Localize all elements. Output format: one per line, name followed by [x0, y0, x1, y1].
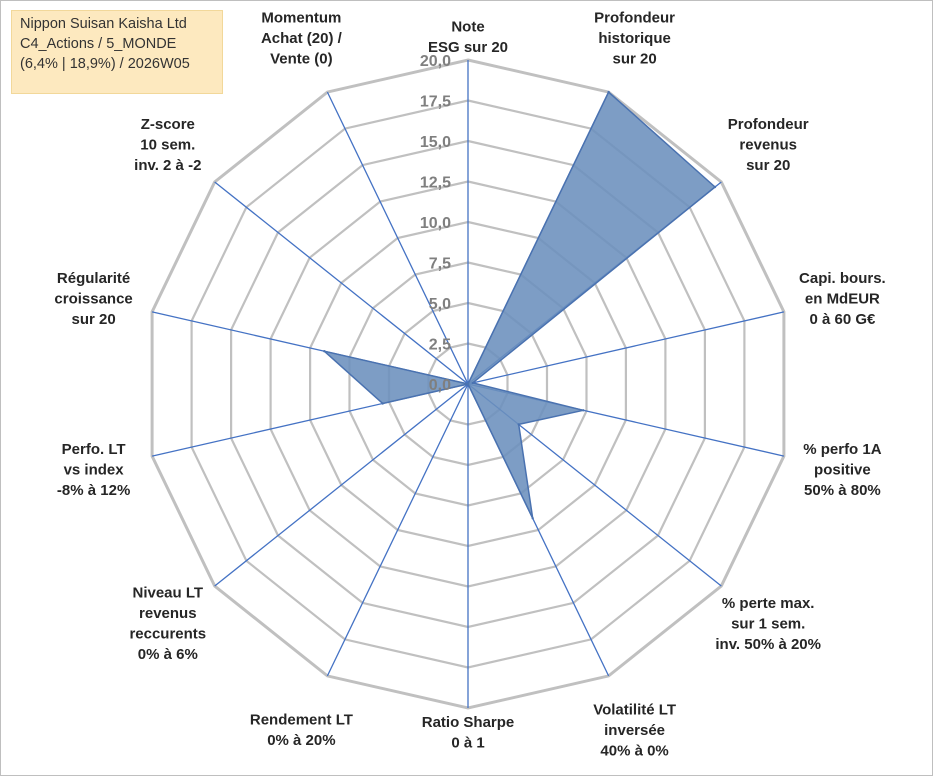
axis-label-line: Perfo. LT: [62, 441, 126, 458]
axis-label-3: Capi. bours. en MdEUR 0 à 60 G€: [799, 270, 886, 328]
axis-label-line: Capi. bours.: [799, 270, 886, 287]
spoke: [467, 311, 785, 385]
tick-label: 15,0: [420, 134, 451, 151]
axis-label-5: % perte max. sur 1 sem. inv. 50% à 20%: [715, 595, 821, 653]
axis-label-7: Ratio Sharpe 0 à 1: [422, 714, 515, 752]
axis-label-line: 40% à 0%: [600, 743, 668, 760]
spoke: [214, 383, 469, 587]
axis-label-line: Momentum: [261, 10, 341, 27]
axis-label-line: Rendement LT: [250, 712, 353, 729]
axis-label-line: Profondeur: [728, 116, 809, 133]
tick-label: 7,5: [429, 256, 451, 273]
axis-label-line: sur 20: [746, 157, 790, 174]
axis-label-line: 0% à 6%: [138, 646, 198, 663]
axis-label-12: Z-score 10 sem. inv. 2 à -2: [134, 116, 201, 174]
tick-labels: 0,0 2,5 5,0 7,5 10,0 12,5 15,0 17,5 20,0: [420, 53, 451, 394]
axis-label-line: inv. 2 à -2: [134, 157, 201, 174]
axis-label-line: 50% à 80%: [804, 482, 881, 499]
axis-label-line: croissance: [54, 291, 132, 308]
axis-label-line: % perfo 1A: [803, 441, 882, 458]
axis-label-9: Niveau LT revenus reccurents 0% à 6%: [129, 585, 206, 664]
axis-label-line: 0 à 1: [451, 735, 484, 752]
data-points: [323, 90, 717, 520]
axis-label-line: % perte max.: [722, 595, 815, 612]
data-point: [517, 423, 520, 426]
data-point: [582, 409, 585, 412]
data-point: [471, 381, 474, 385]
tick-label: 5,0: [429, 296, 451, 313]
axis-label-line: revenus: [139, 605, 197, 622]
axis-label-line: Ratio Sharpe: [422, 714, 515, 731]
axis-label-line: sur 20: [71, 311, 115, 328]
axis-label-6: Volatilité LT inversée 40% à 0%: [593, 702, 676, 760]
spoke: [214, 181, 469, 385]
info-box: Nippon Suisan Kaisha Ltd C4_Actions / 5_…: [11, 10, 223, 94]
axis-label-line: historique: [598, 30, 671, 47]
axis-label-line: en MdEUR: [805, 291, 880, 308]
axis-labels: Note ESG sur 20 Profondeur historique sur 20…: [54, 10, 885, 760]
data-point: [713, 185, 717, 189]
tick-label: 10,0: [420, 215, 451, 232]
axis-label-line: sur 1 sem.: [731, 615, 805, 632]
axis-label-4: % perfo 1A positive 50% à 80%: [803, 441, 882, 499]
series-area: [323, 91, 716, 520]
tick-label: 20,0: [420, 53, 451, 70]
axis-label-2: Profondeur revenus sur 20: [728, 116, 809, 174]
axis-label-line: inversée: [604, 722, 665, 739]
spoke: [326, 91, 469, 385]
data-point: [323, 350, 326, 353]
axis-label-line: -8% à 12%: [57, 482, 130, 499]
axis-label-0: Note ESG sur 20: [428, 19, 508, 57]
axis-label-line: Z-score: [141, 116, 195, 133]
axis-label-line: 10 sem.: [140, 137, 195, 154]
axis-label-line: inv. 50% à 20%: [715, 636, 821, 653]
info-company-name: Nippon Suisan Kaisha Ltd: [20, 16, 187, 32]
axis-label-line: positive: [814, 461, 871, 478]
axis-label-line: 0 à 60 G€: [809, 311, 876, 328]
axis-label-line: revenus: [739, 137, 797, 154]
axis-label-line: Régularité: [57, 270, 130, 287]
data-point: [607, 90, 610, 94]
tick-label: 12,5: [420, 175, 451, 192]
axis-label-10: Perfo. LT vs index -8% à 12%: [57, 441, 130, 499]
data-point: [466, 382, 470, 386]
data-point: [531, 517, 534, 520]
axis-label-line: Achat (20) /: [261, 30, 343, 47]
axis-label-line: Niveau LT: [133, 585, 204, 602]
info-stats: (6,4% | 18,9%) / 2026W05: [20, 56, 190, 72]
axis-label-line: vs index: [64, 461, 125, 478]
axis-label-line: ESG sur 20: [428, 39, 508, 56]
info-portfolio: C4_Actions / 5_MONDE: [20, 36, 177, 52]
axis-label-8: Rendement LT 0% à 20%: [250, 712, 353, 750]
axis-label-line: 0% à 20%: [267, 732, 335, 749]
axis-label-line: Vente (0): [270, 51, 333, 68]
axis-label-line: sur 20: [612, 51, 656, 68]
axis-label-line: Volatilité LT: [593, 702, 676, 719]
tick-label: 2,5: [429, 337, 451, 354]
axis-label-line: Note: [451, 19, 484, 36]
data-point: [381, 402, 384, 405]
axis-label-line: reccurents: [129, 626, 206, 643]
axis-label-13: Momentum Achat (20) / Vente (0): [261, 10, 343, 68]
axis-label-line: Profondeur: [594, 10, 675, 27]
axis-label-1: Profondeur historique sur 20: [594, 10, 675, 68]
tick-label: 17,5: [420, 94, 451, 111]
tick-label: 0,0: [429, 377, 451, 394]
axis-label-11: Régularité croissance sur 20: [54, 270, 132, 328]
spoke: [326, 383, 469, 677]
